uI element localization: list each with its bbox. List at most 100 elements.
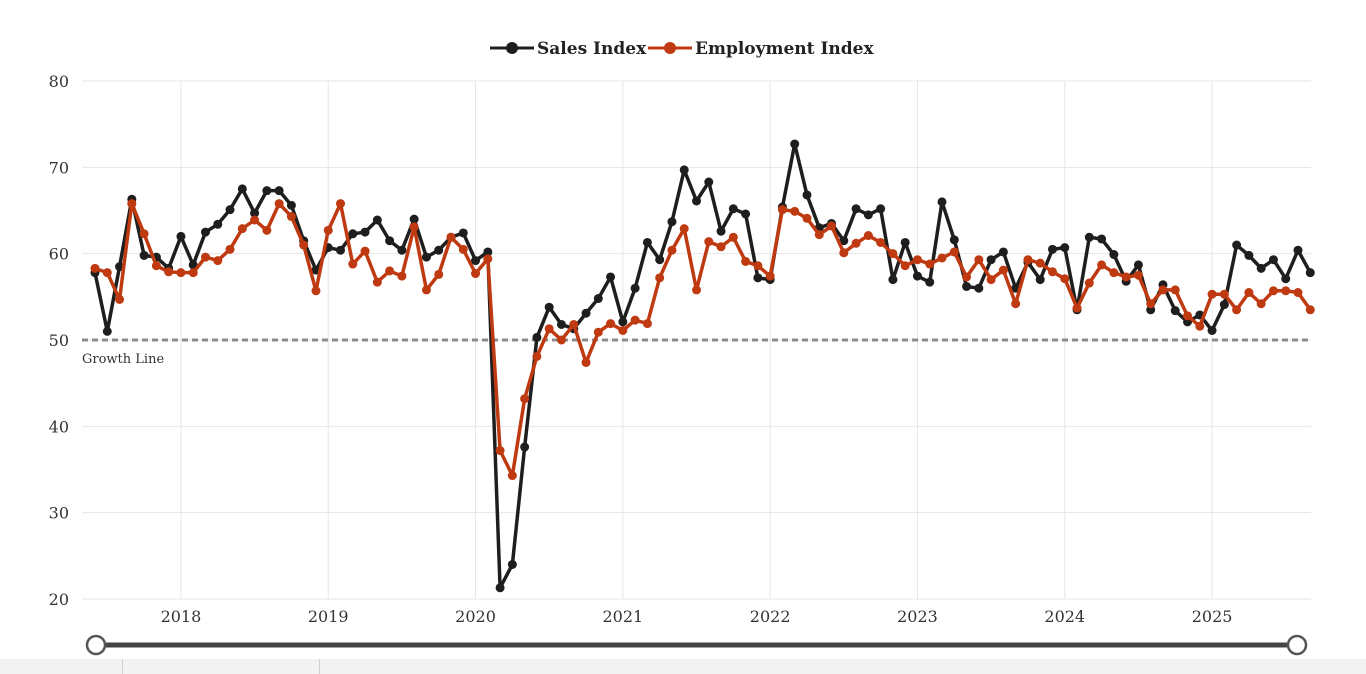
data-point-sales-index [250,208,260,218]
data-point-sales-index [704,177,714,187]
y-tick-label: 20 [49,590,69,609]
data-point-sales-index [716,226,726,236]
data-point-sales-index [1084,232,1094,242]
data-point-sales-index [225,205,235,215]
data-point-employment-index [1109,268,1119,278]
data-point-employment-index [1281,286,1291,296]
data-point-sales-index [397,245,407,255]
data-point-sales-index [556,319,566,329]
data-point-sales-index [372,215,382,225]
data-point-employment-index [753,261,763,271]
legend[interactable]: Sales Index Employment Index [490,39,874,59]
data-point-sales-index [532,332,542,342]
data-point-sales-index [520,442,530,452]
growth-line: Growth Line [82,338,1311,367]
range-slider-end-handle[interactable] [1286,634,1308,656]
legend-item-sales-index[interactable]: Sales Index [490,39,647,59]
data-point-sales-index [458,228,468,238]
data-point-sales-index [336,245,346,255]
data-point-employment-index [667,245,677,255]
data-point-sales-index [863,210,873,220]
data-point-employment-index [483,254,493,264]
data-point-sales-index [213,219,223,229]
data-point-sales-index [741,209,751,219]
data-point-sales-index [434,245,444,255]
data-point-employment-index [900,261,910,271]
data-point-employment-index [520,394,530,404]
series-line-sales-index [93,142,1312,590]
data-point-sales-index [655,255,665,265]
data-point-sales-index [974,283,984,293]
data-point-employment-index [102,268,112,278]
data-point-employment-index [1121,272,1131,282]
data-point-employment-index [348,259,358,269]
x-tick-label: 2021 [602,607,643,626]
data-point-employment-index [323,225,333,235]
data-point-employment-index [777,205,787,215]
data-point-sales-index [274,186,284,196]
data-point-employment-index [274,199,284,209]
data-point-employment-index [630,315,640,325]
data-point-employment-index [200,252,210,262]
toolbar-divider [122,659,123,674]
x-tick-label: 2025 [1192,607,1233,626]
data-point-employment-index [606,319,616,329]
data-point-employment-index [1219,289,1229,299]
data-point-sales-index [912,271,922,281]
data-point-employment-index [115,294,125,304]
data-point-employment-index [250,215,260,225]
data-point-employment-index [434,269,444,279]
data-point-employment-index [1207,289,1217,299]
bottom-toolbar [0,659,1366,674]
data-point-sales-index [581,308,591,318]
data-point-sales-index [802,190,812,200]
data-point-sales-index [237,184,247,194]
data-point-sales-index [900,237,910,247]
data-point-employment-index [225,244,235,254]
data-point-employment-index [458,244,468,254]
data-point-employment-index [741,256,751,266]
x-tick-label: 2023 [897,607,938,626]
data-point-sales-index [1170,306,1180,316]
legend-item-employment-index[interactable]: Employment Index [648,39,874,59]
data-point-sales-index [1060,243,1070,253]
data-point-employment-index [1060,274,1070,284]
data-point-employment-index [532,351,542,361]
x-tick-label: 2019 [308,607,349,626]
data-point-employment-index [679,224,689,234]
data-point-sales-index [986,255,996,265]
data-point-employment-index [311,286,321,296]
data-point-employment-index [986,275,996,285]
y-tick-label: 30 [49,504,69,523]
data-point-sales-index [1109,250,1119,260]
data-point-sales-index [606,272,616,282]
data-point-employment-index [1084,278,1094,288]
data-point-employment-index [446,232,456,242]
data-point-employment-index [765,271,775,281]
data-point-sales-index [962,281,972,291]
data-point-sales-index [1097,234,1107,244]
data-point-employment-index [876,237,886,247]
data-point-sales-index [790,139,800,149]
data-point-employment-index [618,326,628,335]
data-point-employment-index [790,206,800,216]
data-point-sales-index [262,186,272,196]
data-point-employment-index [544,324,554,334]
data-point-sales-index [139,250,149,260]
range-slider[interactable] [85,634,1308,656]
data-point-employment-index [912,255,922,265]
data-point-employment-index [704,237,714,247]
data-point-employment-index [962,272,972,282]
data-point-sales-index [888,275,898,285]
range-slider-start-handle[interactable] [85,634,107,656]
data-point-employment-index [151,261,161,271]
data-point-sales-index [728,204,738,214]
data-point-employment-index [1256,299,1266,309]
data-point-employment-index [949,247,959,257]
data-point-sales-index [471,256,481,266]
data-point-employment-index [1023,255,1033,265]
data-point-sales-index [385,236,395,246]
data-point-sales-index [1244,250,1254,260]
data-point-employment-index [385,266,395,276]
